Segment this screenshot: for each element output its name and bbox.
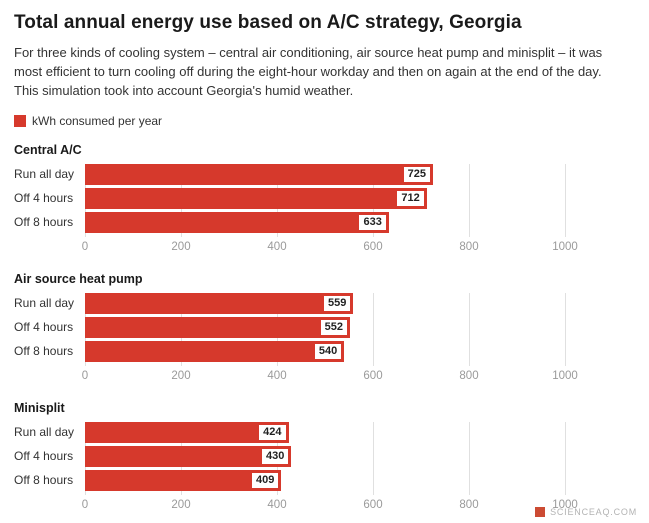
bar: 424 bbox=[85, 421, 289, 443]
category-label: Off 4 hours bbox=[14, 320, 74, 335]
value-label: 424 bbox=[259, 424, 286, 440]
gridline bbox=[469, 163, 470, 237]
watermark-text: SCIENCEAQ.COM bbox=[550, 507, 637, 517]
gridline bbox=[469, 421, 470, 495]
bar-track: 725 bbox=[85, 163, 565, 185]
gridline bbox=[565, 163, 566, 237]
bar-track: 552 bbox=[85, 316, 565, 338]
axis-tick-label: 1000 bbox=[552, 240, 578, 253]
category-label: Run all day bbox=[14, 167, 75, 182]
plot-area: Run all day 725 Off 4 hours 712 Off 8 ho… bbox=[14, 163, 635, 237]
axis-tick-label: 800 bbox=[459, 498, 479, 511]
bar: 559 bbox=[85, 292, 354, 314]
axis-tick-label: 600 bbox=[363, 240, 383, 253]
watermark-logo-icon bbox=[535, 507, 546, 517]
bar: 409 bbox=[85, 469, 282, 491]
axis-tick-label: 600 bbox=[363, 369, 383, 382]
bar: 552 bbox=[85, 316, 350, 338]
axis-tick-label: 0 bbox=[81, 498, 89, 511]
axis-tick-label: 400 bbox=[267, 240, 287, 253]
watermark: SCIENCEAQ.COM bbox=[535, 507, 637, 517]
x-axis: 0 200 400 600 800 1000 bbox=[81, 365, 578, 385]
bar-track: 424 bbox=[85, 421, 565, 443]
category-label: Off 4 hours bbox=[14, 449, 74, 464]
category-label: Off 8 hours bbox=[14, 344, 74, 359]
value-label: 633 bbox=[359, 214, 386, 230]
chart-group-minisplit: Minisplit Run all day 424 Off 4 hours 43… bbox=[14, 401, 635, 514]
axis-tick-label: 1000 bbox=[552, 369, 578, 382]
gridline bbox=[373, 292, 374, 366]
axis-tick-label: 600 bbox=[363, 498, 383, 511]
bar-track: 540 bbox=[85, 340, 565, 362]
bar-row: Off 8 hours 633 bbox=[14, 211, 635, 233]
value-label: 725 bbox=[403, 166, 430, 182]
chart-description: For three kinds of cooling system – cent… bbox=[14, 45, 603, 98]
value-label: 430 bbox=[262, 448, 289, 464]
bar-track: 409 bbox=[85, 469, 565, 491]
bar-row: Off 4 hours 712 bbox=[14, 187, 635, 209]
value-label: 712 bbox=[397, 190, 424, 206]
bar-row: Run all day 559 bbox=[14, 292, 635, 314]
category-label: Off 8 hours bbox=[14, 215, 74, 230]
gridline bbox=[373, 421, 374, 495]
category-label: Run all day bbox=[14, 296, 75, 311]
gridline bbox=[565, 292, 566, 366]
value-label: 409 bbox=[251, 472, 279, 488]
value-label: 552 bbox=[320, 319, 347, 335]
bar-row: Run all day 424 bbox=[14, 421, 635, 443]
page-title: Total annual energy use based on A/C str… bbox=[14, 12, 522, 33]
bar-row: Off 8 hours 540 bbox=[14, 340, 635, 362]
value-label: 540 bbox=[314, 343, 342, 359]
chart-group-central-ac: Central A/C Run all day 725 Off 4 hours … bbox=[14, 143, 635, 256]
bar: 540 bbox=[85, 340, 345, 362]
chart-group-heat-pump: Air source heat pump Run all day 559 Off… bbox=[14, 272, 635, 385]
bar-row: Run all day 725 bbox=[14, 163, 635, 185]
bar-track: 430 bbox=[85, 445, 565, 467]
bar-track: 559 bbox=[85, 292, 565, 314]
bar-row: Off 4 hours 552 bbox=[14, 316, 635, 338]
bar: 725 bbox=[85, 163, 433, 185]
bar-row: Off 4 hours 430 bbox=[14, 445, 635, 467]
bar-row: Off 8 hours 409 bbox=[14, 469, 635, 491]
bar: 712 bbox=[85, 187, 427, 209]
axis-tick-label: 0 bbox=[81, 240, 89, 253]
axis-tick-label: 200 bbox=[171, 369, 191, 382]
bar-track: 633 bbox=[85, 211, 565, 233]
bar-track: 712 bbox=[85, 187, 565, 209]
axis-tick-label: 400 bbox=[267, 369, 287, 382]
value-label: 559 bbox=[323, 295, 351, 311]
axis-tick-label: 400 bbox=[267, 498, 287, 511]
group-title: Air source heat pump bbox=[14, 271, 143, 286]
bar: 633 bbox=[85, 211, 389, 233]
x-axis: 0 200 400 600 800 1000 bbox=[81, 236, 578, 256]
axis-tick-label: 200 bbox=[171, 240, 191, 253]
category-label: Off 8 hours bbox=[14, 473, 74, 488]
category-label: Run all day bbox=[14, 425, 75, 440]
axis-tick-label: 200 bbox=[171, 498, 191, 511]
legend: kWh consumed per year bbox=[14, 114, 635, 128]
legend-swatch-icon bbox=[14, 114, 26, 127]
plot-area: Run all day 559 Off 4 hours 552 Off 8 ho… bbox=[14, 292, 635, 366]
bar: 430 bbox=[85, 445, 292, 467]
axis-tick-label: 800 bbox=[459, 240, 479, 253]
category-label: Off 4 hours bbox=[14, 191, 74, 206]
gridline bbox=[565, 421, 566, 495]
gridline bbox=[469, 292, 470, 366]
group-title: Central A/C bbox=[14, 142, 82, 157]
axis-tick-label: 800 bbox=[459, 369, 479, 382]
legend-label: kWh consumed per year bbox=[32, 113, 163, 128]
axis-tick-label: 1000 bbox=[552, 498, 578, 511]
axis-tick-label: 0 bbox=[81, 369, 89, 382]
x-axis: 0 200 400 600 800 1000 bbox=[81, 494, 578, 514]
group-title: Minisplit bbox=[14, 400, 65, 415]
plot-area: Run all day 424 Off 4 hours 430 Off 8 ho… bbox=[14, 421, 635, 495]
